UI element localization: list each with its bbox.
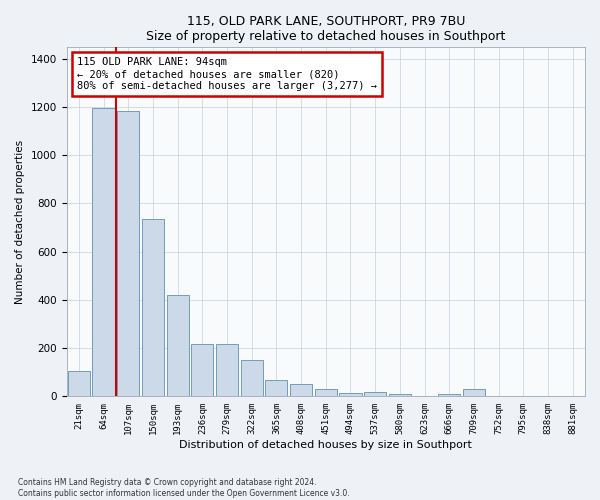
Bar xyxy=(364,392,386,396)
Bar xyxy=(167,295,189,396)
Bar xyxy=(92,108,115,396)
Bar xyxy=(438,394,460,396)
Title: 115, OLD PARK LANE, SOUTHPORT, PR9 7BU
Size of property relative to detached hou: 115, OLD PARK LANE, SOUTHPORT, PR9 7BU S… xyxy=(146,15,505,43)
Bar xyxy=(68,370,90,396)
Bar xyxy=(290,384,312,396)
Bar xyxy=(241,360,263,396)
Text: Contains HM Land Registry data © Crown copyright and database right 2024.
Contai: Contains HM Land Registry data © Crown c… xyxy=(18,478,350,498)
Bar xyxy=(265,380,287,396)
Bar xyxy=(463,389,485,396)
Bar xyxy=(117,110,139,396)
Bar xyxy=(340,393,362,396)
Bar xyxy=(314,389,337,396)
Bar xyxy=(191,344,214,396)
X-axis label: Distribution of detached houses by size in Southport: Distribution of detached houses by size … xyxy=(179,440,472,450)
Text: 115 OLD PARK LANE: 94sqm
← 20% of detached houses are smaller (820)
80% of semi-: 115 OLD PARK LANE: 94sqm ← 20% of detach… xyxy=(77,58,377,90)
Y-axis label: Number of detached properties: Number of detached properties xyxy=(15,140,25,304)
Bar xyxy=(389,394,411,396)
Bar xyxy=(142,219,164,396)
Bar xyxy=(216,344,238,396)
